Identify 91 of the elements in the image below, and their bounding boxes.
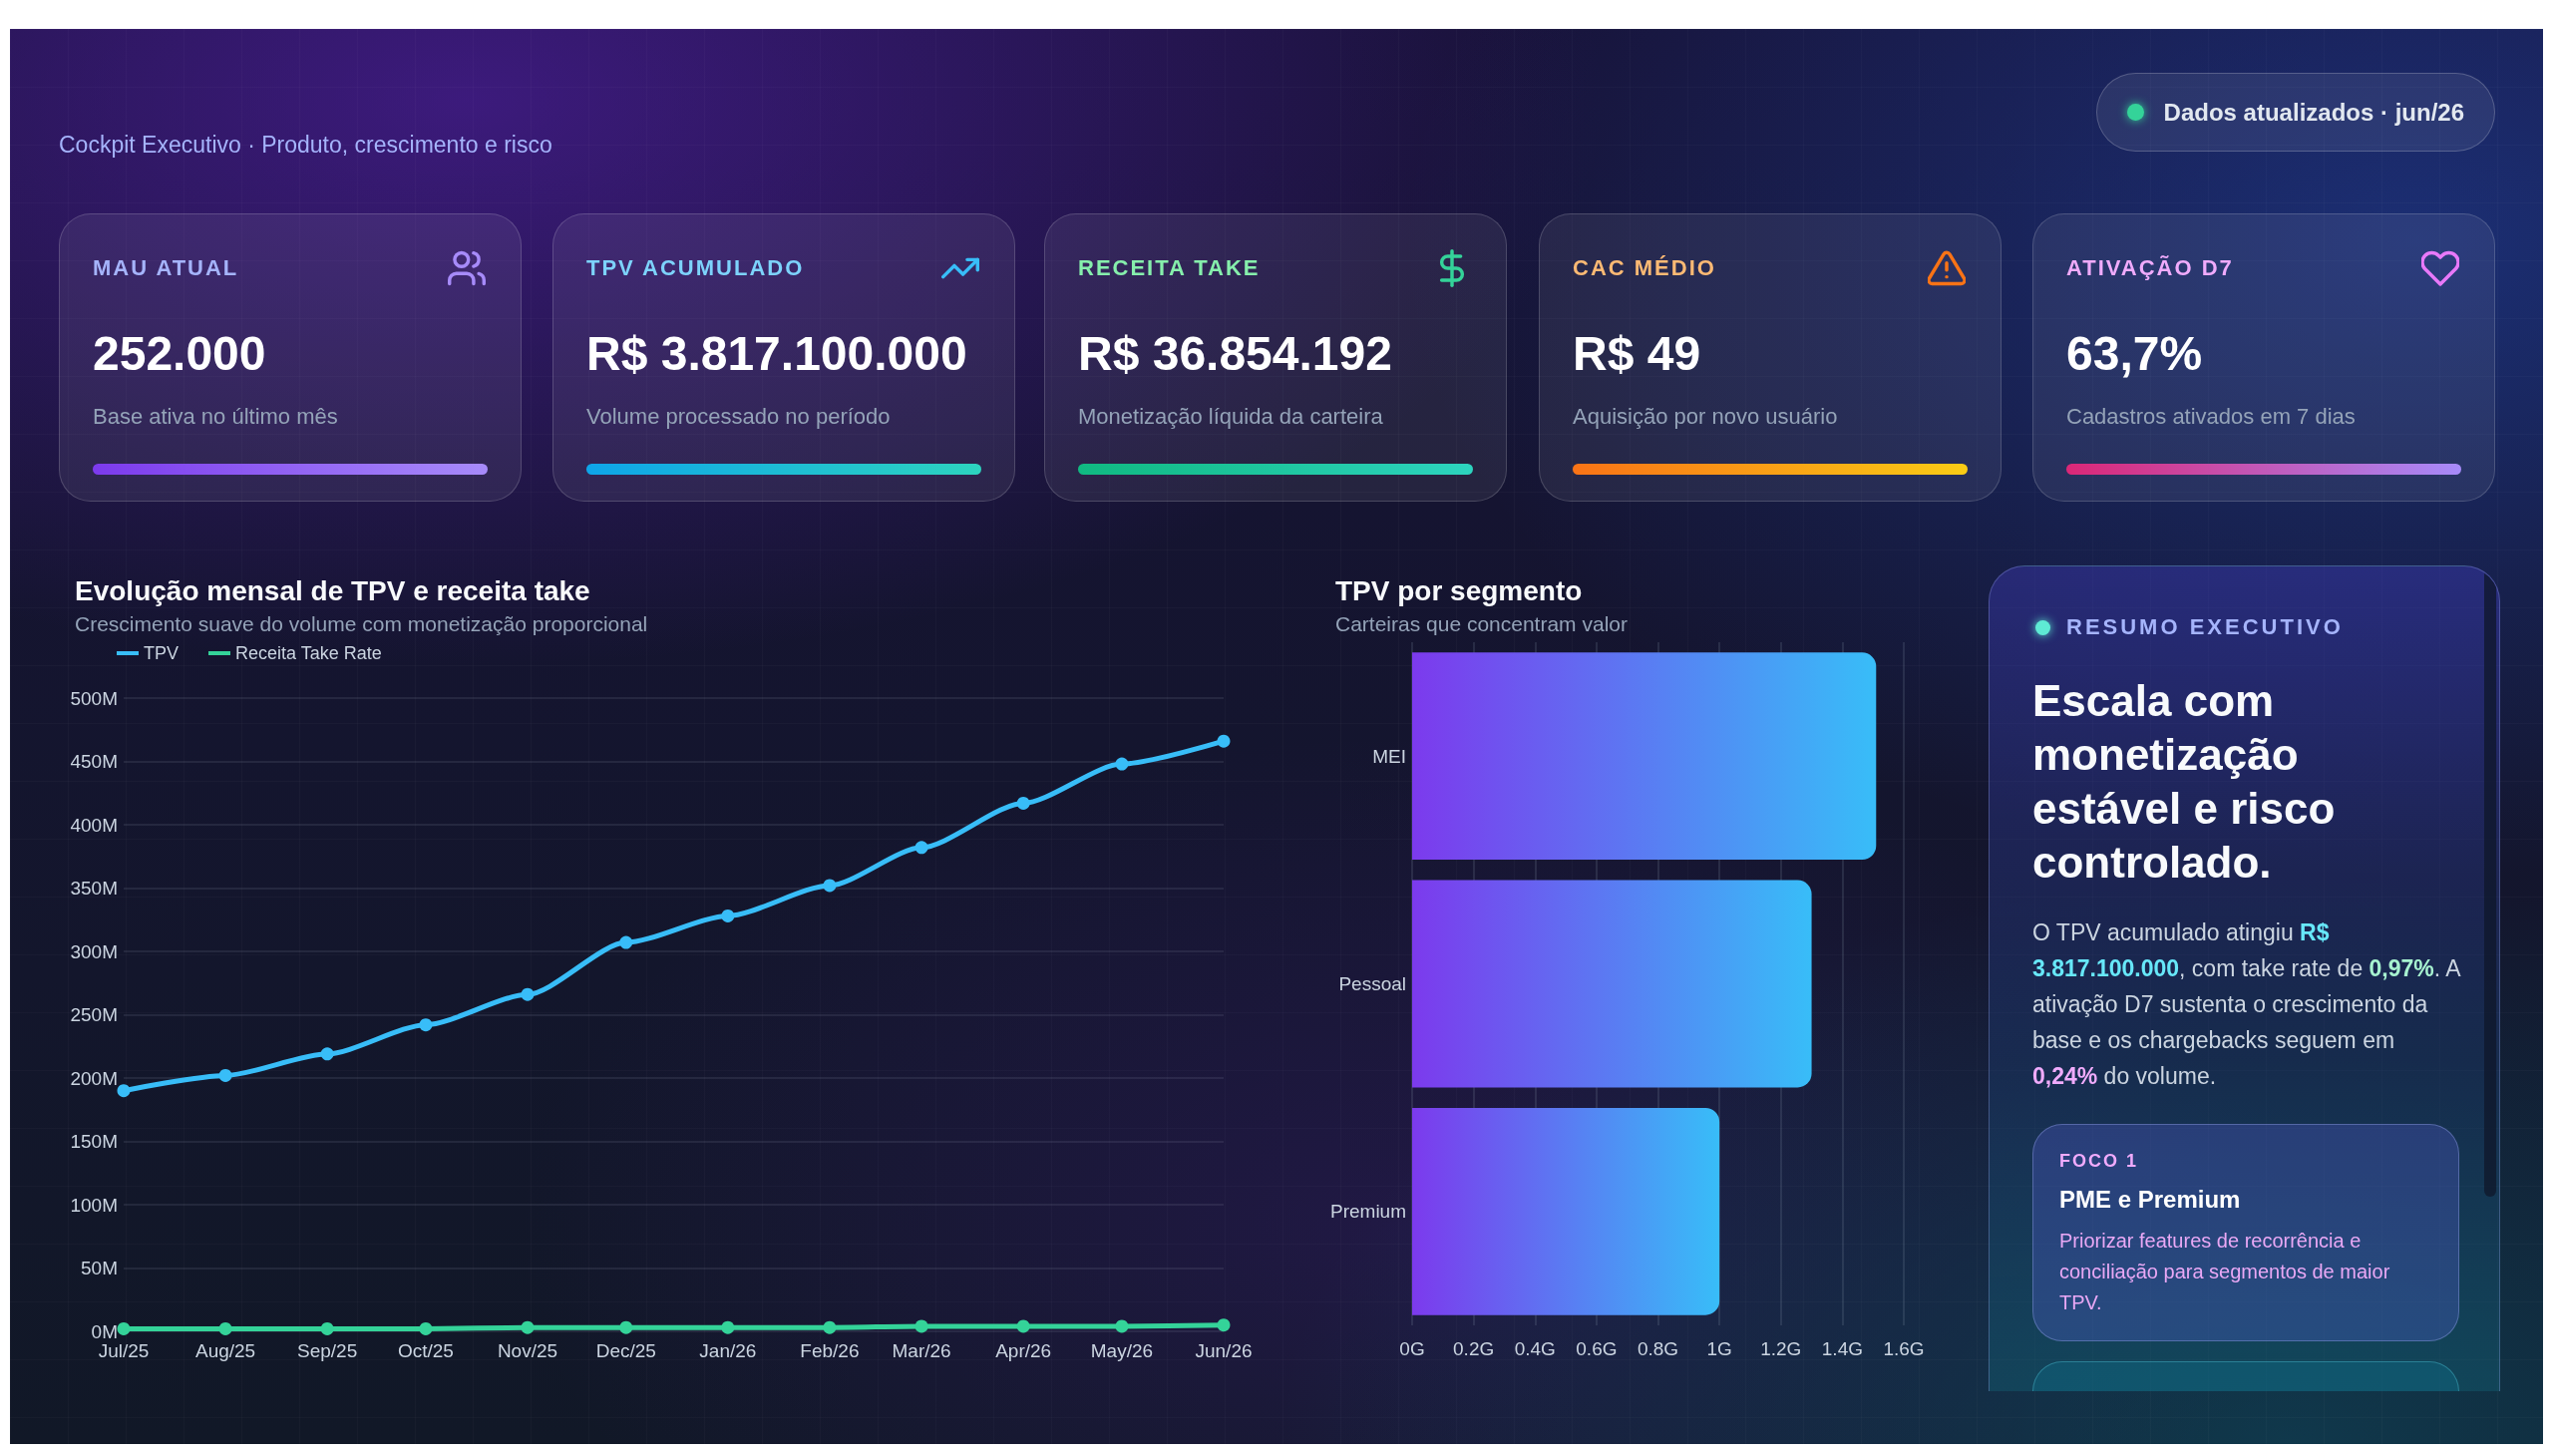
x-tick-label: Oct/25 [397,1340,454,1361]
point [320,1047,334,1061]
x-tick-label: Feb/26 [800,1340,860,1361]
y-tick-label: 150M [70,1131,118,1152]
text: Priorizar features de recorrência e conciliação para segmentos de maior TPV. [2059,1230,2390,1313]
point [320,1321,334,1335]
x-tick-label: Jul/25 [98,1340,150,1361]
y-tick-label: 350M [70,878,118,899]
y-tick-label: 400M [70,814,118,836]
y-tick-label: 500M [70,687,118,709]
chart-title: Evolução mensal de TPV e receita take [75,574,590,606]
text: MAU ATUAL [93,255,239,280]
point [721,909,735,922]
text: R$ 49 [1573,327,1701,380]
point [419,1321,433,1335]
x-tick-label: 1.4G [1821,1338,1863,1359]
point [1016,796,1030,810]
y-tick-label: 100M [70,1194,118,1216]
text: RECEITA TAKE [1078,255,1261,280]
y-tick-label: Pessoal [1338,973,1406,994]
x-tick-label: May/26 [1090,1340,1154,1361]
text: Cadastros ativados em 7 dias [2066,404,2356,429]
point [1217,734,1231,748]
text: TPV ACUMULADO [586,255,805,280]
text: Base ativa no último mês [93,404,338,429]
point [117,1084,131,1098]
point [914,1319,928,1333]
text: FOCO 1 [2059,1151,2139,1171]
chart-title: TPV por segmento [1335,574,1583,606]
text: R$ 36.854.192 [1078,327,1392,380]
x-tick-label: Jan/26 [699,1340,757,1361]
point [619,1320,633,1334]
legend-label: TPV [144,643,180,663]
x-tick-label: Sep/25 [297,1340,358,1361]
text: PME e Premium [2059,1186,2241,1213]
point [117,1321,131,1335]
chart-subtitle: Crescimento suave do volume com monetização proporcional [75,612,648,635]
bar [1412,1107,1720,1315]
y-tick-label: 0M [91,1320,118,1342]
text: Aquisição por novo usuário [1573,404,1838,429]
text: Escala com monetização estável e risco controlado. [2032,676,2336,887]
x-tick-label: Aug/25 [194,1340,256,1361]
legend-label: Receita Take Rate [235,643,382,663]
text: 252.000 [93,327,266,380]
text: Volume processado no período [586,404,891,429]
x-tick-label: 1G [1706,1338,1732,1359]
y-tick-label: 200M [70,1067,118,1089]
text: Cockpit Executivo · Produto, crescimento e risco [59,132,552,158]
text: RESUMO EXECUTIVO [2066,614,2344,639]
point [1115,757,1129,771]
x-tick-label: 0.2G [1453,1338,1495,1359]
x-tick-label: 0.6G [1576,1338,1618,1359]
point [1016,1319,1030,1333]
text: R$ 3.817.100.000 [586,327,967,380]
point [619,935,633,949]
x-tick-label: 0.4G [1514,1338,1556,1359]
y-tick-label: 250M [70,1004,118,1025]
text: Dados atualizados · jun/26 [2163,98,2464,126]
text: Monetização líquida da carteira [1078,404,1383,429]
chart-subtitle: Carteiras que concentram valor [1335,612,1628,635]
text: ATIVAÇÃO D7 [2066,255,2234,280]
bar [1412,880,1812,1088]
x-tick-label: Jun/26 [1195,1340,1253,1361]
point [1115,1319,1129,1333]
x-tick-label: Nov/25 [497,1340,558,1361]
x-tick-label: 1.2G [1760,1338,1802,1359]
x-tick-label: 1.6G [1883,1338,1925,1359]
point [218,1321,232,1335]
y-tick-label: 300M [70,940,118,962]
y-tick-label: 450M [70,751,118,772]
point [521,1320,535,1334]
text: 63,7% [2066,327,2203,380]
point [823,1320,837,1334]
point [218,1068,232,1082]
y-tick-label: Premium [1329,1201,1406,1223]
point [823,879,837,893]
x-tick-label: 0G [1399,1338,1425,1359]
x-tick-label: Apr/26 [995,1340,1052,1361]
point [521,987,535,1001]
y-tick-label: MEI [1372,745,1406,767]
point [419,1018,433,1032]
point [1217,1318,1231,1332]
text: CAC MÉDIO [1573,255,1716,280]
x-tick-label: Dec/25 [595,1340,656,1361]
x-tick-label: 0.8G [1637,1338,1679,1359]
text: O TPV acumulado atingiu R$ 3.817.100.000, com take rate de 0,97%. A ativação D7 sustenta o crescimento da base e os chargebacks seguem em 0,24% do volume. [2032,919,2460,1089]
x-tick-label: Mar/26 [892,1340,951,1361]
point [914,841,928,855]
bar [1412,652,1877,861]
point [721,1320,735,1334]
y-tick-label: 50M [81,1258,118,1278]
